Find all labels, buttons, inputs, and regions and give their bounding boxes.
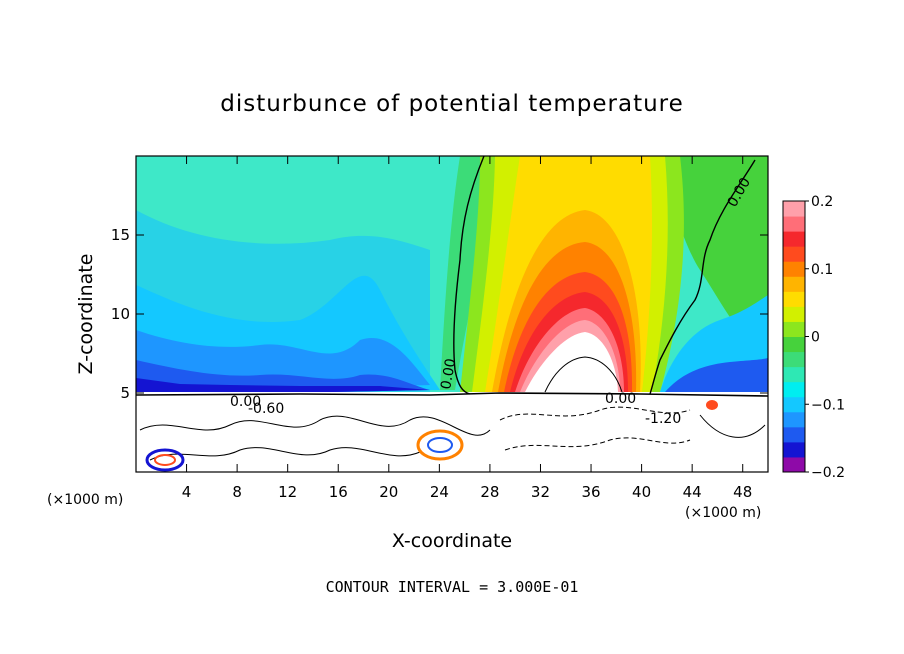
contour-label-1: 0.00 (438, 357, 459, 390)
colorbar-tick-label: 0.2 (811, 194, 833, 210)
x-tick-label: 24 (430, 483, 449, 501)
x-tick-label: 8 (232, 483, 242, 501)
x-tick-label: 40 (632, 483, 651, 501)
contour-interval: CONTOUR INTERVAL = 3.000E-01 (326, 578, 579, 596)
colorbar-tick-label: 0 (811, 330, 820, 346)
anomaly-center (416, 429, 464, 461)
x-tick-label: 12 (278, 483, 297, 501)
colorbar-swatch (783, 201, 805, 217)
x-axis: 4 8 12 16 20 24 28 32 36 40 44 48 (182, 156, 752, 501)
y-axis: 5 10 15 (111, 226, 768, 402)
contour-surface (136, 392, 768, 397)
colorbar-swatch (783, 441, 805, 458)
colorbar-swatch (783, 351, 805, 368)
x-unit-left: (×1000 m) (47, 492, 123, 508)
x-tick-label: 32 (531, 483, 550, 501)
colorbar-tick-label: 0.1 (811, 262, 833, 278)
contour-label-4: -0.60 (248, 401, 284, 417)
contour-lower-3 (499, 406, 691, 421)
colorbar-swatch (783, 216, 805, 232)
colorbar-swatch (783, 336, 805, 353)
contour-zero-left (453, 156, 485, 395)
colorbar-swatch (783, 306, 805, 322)
x-tick-label: 48 (733, 483, 752, 501)
colorbar (783, 201, 805, 473)
contour-label-3: 0.00 (230, 394, 261, 410)
colorbar-swatch (783, 426, 805, 443)
y-axis-label: Z-coordinate (75, 254, 97, 375)
y-tick-label: 10 (111, 305, 130, 323)
y-tick-label: 15 (111, 226, 130, 244)
anomaly-center-cold (427, 437, 453, 453)
anomaly-left-warm (154, 454, 176, 466)
colorbar-swatch (783, 261, 805, 277)
field-green-right (470, 156, 768, 360)
colorbar-swatch (783, 276, 805, 292)
colorbar-swatch (783, 366, 805, 383)
contour-lower-1 (139, 415, 491, 436)
y-tick-label: 5 (120, 384, 130, 402)
anomaly-right (706, 400, 718, 410)
contour-label-5: 0.00 (605, 391, 636, 407)
colorbar-ticks: 0.2 0.1 0 −0.1 −0.2 (805, 194, 845, 481)
field-cold-right (665, 358, 768, 392)
colorbar-swatch (783, 381, 805, 398)
colorbar-swatch (783, 411, 805, 428)
contour-lower-5 (699, 414, 766, 438)
contour-dome (544, 356, 623, 393)
field-warm-core (525, 332, 618, 392)
colorbar-swatch (783, 321, 805, 337)
colorbar-tick-label: −0.2 (811, 465, 845, 481)
x-unit-right: (×1000 m) (685, 505, 761, 521)
field-coldest-left (136, 378, 430, 396)
colorbar-swatch (783, 396, 805, 413)
chart-title: disturbunce of potential temperature (220, 91, 684, 117)
contour-zero-right (649, 159, 756, 395)
x-tick-label: 44 (683, 483, 702, 501)
contour-label-6: -1.20 (645, 411, 681, 427)
colorbar-swatch (783, 246, 805, 262)
colorbar-frame (782, 200, 806, 473)
colorbar-swatch (783, 456, 805, 473)
x-tick-label: 36 (581, 483, 600, 501)
x-tick-label: 28 (480, 483, 499, 501)
x-tick-label: 16 (329, 483, 348, 501)
anomaly-left (145, 448, 185, 472)
colorbar-swatch (783, 231, 805, 247)
colorbar-swatch (783, 291, 805, 307)
colorbar-tick-label: −0.1 (811, 397, 845, 413)
contour-lower-4 (504, 437, 691, 451)
contour-lower-2 (149, 447, 421, 461)
x-tick-label: 4 (182, 483, 192, 501)
x-tick-label: 20 (379, 483, 398, 501)
plot-field: 0.00 0.00 0.00 -0.60 0.00 -1.20 (136, 156, 768, 472)
x-axis-label: X-coordinate (392, 530, 512, 552)
